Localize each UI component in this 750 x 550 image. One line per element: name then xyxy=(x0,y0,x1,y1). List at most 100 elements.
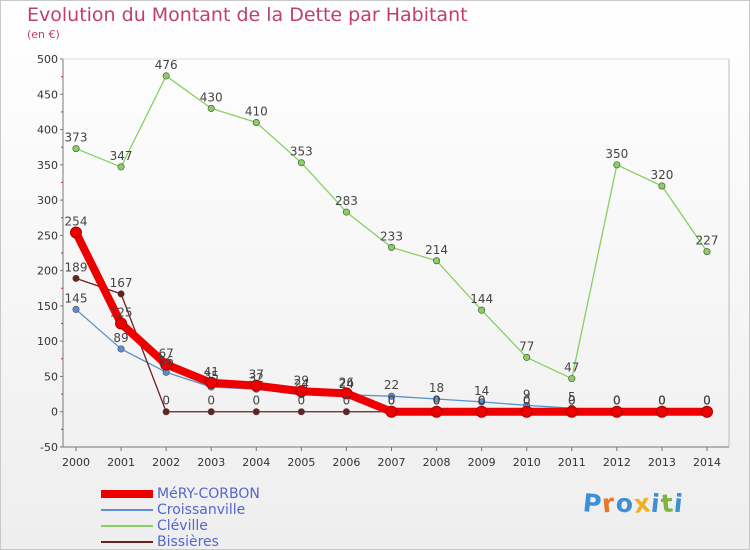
data-label: 0 xyxy=(613,394,621,408)
data-label: 145 xyxy=(65,291,88,305)
data-label: 67 xyxy=(159,346,174,360)
data-label: 0 xyxy=(658,394,666,408)
data-label: 32 xyxy=(249,371,264,385)
data-point xyxy=(568,375,576,383)
legend-label: MéRY-CORBON xyxy=(157,486,260,502)
data-point xyxy=(655,405,668,418)
data-label: 77 xyxy=(519,339,534,353)
data-label: 29 xyxy=(294,373,309,387)
x-tick-label: 2005 xyxy=(287,456,315,469)
y-tick-label: 450 xyxy=(37,88,58,101)
data-label: 0 xyxy=(252,394,260,408)
legend: MéRY-CORBON Croissanville Cléville Bissière… xyxy=(101,486,260,550)
x-tick-label: 2011 xyxy=(558,456,586,469)
y-tick-label: -50 xyxy=(40,441,58,454)
data-label: 144 xyxy=(470,292,493,306)
data-label: 35 xyxy=(204,369,219,383)
data-label: 22 xyxy=(384,378,399,392)
data-point xyxy=(117,345,125,353)
x-tick-label: 2001 xyxy=(107,456,135,469)
data-label: 476 xyxy=(155,58,178,72)
data-point xyxy=(387,243,395,251)
data-point xyxy=(207,408,215,416)
data-label: 0 xyxy=(162,394,170,408)
data-point xyxy=(250,379,263,392)
series-line-2 xyxy=(75,75,708,380)
y-tick-label: 150 xyxy=(37,300,58,313)
legend-item: Croissanville xyxy=(101,502,260,518)
legend-label: Bissières xyxy=(157,534,219,550)
data-label: 0 xyxy=(433,394,441,408)
data-label: 0 xyxy=(523,394,531,408)
y-tick-label: 500 xyxy=(37,53,58,66)
legend-item: Cléville xyxy=(101,518,260,534)
data-label: 347 xyxy=(110,149,133,163)
data-label: 430 xyxy=(200,90,223,104)
data-label: 5 xyxy=(568,390,576,404)
data-point xyxy=(117,290,125,298)
data-point xyxy=(205,376,218,389)
data-label: 0 xyxy=(568,394,576,408)
logo-letter: i xyxy=(672,488,685,519)
x-tick-label: 2014 xyxy=(693,456,721,469)
data-point xyxy=(703,248,711,256)
data-point xyxy=(70,226,82,239)
data-point xyxy=(117,163,125,171)
data-point xyxy=(475,405,488,418)
data-point xyxy=(520,405,533,418)
data-point xyxy=(430,405,443,418)
data-point xyxy=(342,408,350,416)
data-label: 0 xyxy=(703,394,711,408)
data-label: 350 xyxy=(605,147,628,161)
data-label: 0 xyxy=(478,394,486,408)
data-label: 0 xyxy=(207,394,215,408)
data-label: 56 xyxy=(159,354,174,368)
data-point xyxy=(297,159,305,167)
data-point xyxy=(478,398,486,406)
data-point xyxy=(478,306,486,314)
y-tick-label: 250 xyxy=(37,229,58,242)
x-tick-label: 2009 xyxy=(468,456,496,469)
data-point xyxy=(72,274,80,282)
data-label: 189 xyxy=(65,260,88,274)
data-label: 14 xyxy=(474,384,489,398)
proxiti-logo: Proxiti xyxy=(582,488,685,519)
y-tick-label: 100 xyxy=(37,335,58,348)
data-label: 0 xyxy=(703,394,711,408)
data-point xyxy=(385,405,398,418)
data-point xyxy=(387,392,395,400)
data-label: 0 xyxy=(658,394,666,408)
data-point xyxy=(160,358,173,371)
data-point xyxy=(115,317,128,330)
data-label: 0 xyxy=(703,394,711,408)
x-tick-label: 2002 xyxy=(152,456,180,469)
data-label: 18 xyxy=(429,381,444,395)
data-label: 125 xyxy=(110,306,133,320)
data-label: 0 xyxy=(298,394,306,408)
data-label: 26 xyxy=(339,375,354,389)
x-tick-label: 2000 xyxy=(62,456,90,469)
data-point xyxy=(658,182,666,190)
x-tick-label: 2013 xyxy=(648,456,676,469)
chart-title: Evolution du Montant de la Dette par Hab… xyxy=(27,4,468,26)
data-label: 47 xyxy=(564,361,579,375)
data-label: 373 xyxy=(65,131,88,145)
legend-swatch xyxy=(101,490,153,498)
legend-swatch xyxy=(101,509,153,511)
y-tick-label: 300 xyxy=(37,194,58,207)
x-tick-label: 2006 xyxy=(332,456,360,469)
data-label: 0 xyxy=(523,394,531,408)
data-point xyxy=(297,408,305,416)
data-point xyxy=(162,72,170,80)
data-label: 0 xyxy=(613,394,621,408)
x-tick-label: 2007 xyxy=(378,456,406,469)
legend-swatch xyxy=(101,525,153,527)
y-tick-label: 50 xyxy=(44,370,58,383)
data-point xyxy=(701,405,713,418)
data-label: 0 xyxy=(433,394,441,408)
data-label: 37 xyxy=(249,368,264,382)
legend-swatch xyxy=(101,541,153,543)
legend-item: Bissières xyxy=(101,534,260,550)
